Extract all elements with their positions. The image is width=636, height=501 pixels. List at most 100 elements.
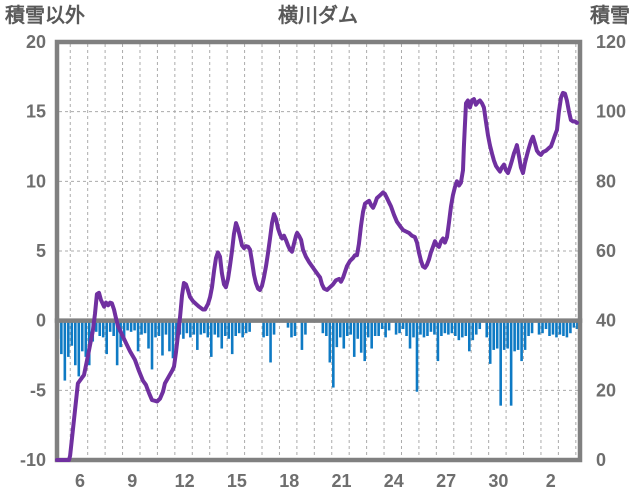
- non-snow-bar: [454, 320, 457, 336]
- non-snow-bar: [422, 320, 426, 338]
- non-snow-bar: [502, 320, 506, 350]
- non-snow-bar: [352, 320, 356, 357]
- x-tick-label: 6: [75, 471, 85, 491]
- y-right-tick-label: 60: [596, 241, 616, 261]
- plot-border: [54, 39, 583, 463]
- non-snow-bar: [565, 320, 569, 338]
- non-snow-bar: [189, 320, 192, 338]
- non-snow-bar: [126, 320, 129, 331]
- non-snow-bar: [415, 320, 419, 392]
- non-snow-bar: [272, 320, 276, 335]
- non-snow-bar: [185, 320, 189, 334]
- non-snow-bar: [394, 320, 398, 335]
- non-snow-bar: [262, 320, 265, 338]
- non-snow-bar: [196, 320, 199, 350]
- non-snow-bar: [478, 320, 482, 330]
- non-snow-bar: [572, 320, 576, 328]
- non-snow-bar: [290, 320, 293, 338]
- non-snow-bar: [70, 320, 74, 346]
- non-snow-bar: [408, 320, 412, 349]
- non-snow-bar: [419, 320, 422, 335]
- non-snow-bar: [105, 320, 108, 355]
- non-snow-bar: [209, 320, 213, 357]
- non-snow-bar: [387, 320, 391, 331]
- non-snow-bar: [140, 320, 143, 335]
- non-snow-bar: [447, 320, 450, 335]
- non-snow-bar: [342, 320, 346, 349]
- y-left-tick-label: 0: [36, 311, 46, 331]
- non-snow-bar: [112, 320, 115, 336]
- non-snow-bar: [300, 320, 304, 350]
- non-snow-bar: [516, 320, 520, 350]
- non-snow-bar: [67, 320, 70, 357]
- non-snow-bar: [150, 320, 154, 370]
- non-snow-bar: [436, 320, 440, 362]
- x-tick-label: 2: [546, 471, 556, 491]
- non-snow-bar: [537, 320, 541, 335]
- non-snow-bar: [241, 320, 244, 338]
- non-snow-bar: [440, 320, 443, 336]
- non-snow-bar: [377, 320, 380, 336]
- y-right-tick-label: 40: [596, 311, 616, 331]
- non-snow-bar: [335, 320, 339, 348]
- non-snow-bar: [366, 320, 370, 338]
- x-tick-label: 12: [175, 471, 195, 491]
- non-snow-bar: [74, 320, 77, 366]
- x-tick-label: 9: [127, 471, 137, 491]
- non-snow-bar: [506, 320, 509, 349]
- non-snow-bar: [412, 320, 415, 338]
- non-snow-bar: [304, 320, 307, 335]
- non-snow-bar: [461, 320, 464, 338]
- non-snow-bar: [265, 320, 269, 336]
- non-snow-bar: [206, 320, 210, 338]
- non-snow-bar: [492, 320, 496, 350]
- x-tick-label: 21: [331, 471, 351, 491]
- non-snow-bar: [147, 320, 150, 349]
- non-snow-bar: [108, 320, 112, 332]
- x-tick-label: 24: [384, 471, 404, 491]
- non-snow-bar: [450, 320, 454, 334]
- non-snow-bar: [485, 320, 489, 338]
- non-snow-bar: [203, 320, 206, 334]
- non-snow-bar: [523, 320, 527, 350]
- non-snow-bar: [227, 320, 231, 339]
- non-snow-bar: [551, 320, 555, 335]
- non-snow-bar: [244, 320, 248, 334]
- y-right-tick-label: 20: [596, 380, 616, 400]
- non-snow-bar: [175, 320, 178, 341]
- x-tick-label: 27: [436, 471, 456, 491]
- x-tick-label: 30: [488, 471, 508, 491]
- non-snow-bar: [129, 320, 133, 332]
- non-snow-bar: [530, 320, 534, 334]
- non-snow-bar: [555, 320, 558, 338]
- left-axis-title: 積雪以外: [5, 5, 85, 27]
- non-snow-bar: [94, 320, 98, 332]
- non-snow-bar: [192, 320, 196, 335]
- non-snow-bar: [325, 320, 328, 336]
- non-snow-bar: [398, 320, 401, 334]
- non-snow-bar: [471, 320, 475, 341]
- y-left-tick-label: 20: [26, 32, 46, 52]
- non-snow-bar: [443, 320, 447, 334]
- non-snow-bar: [363, 320, 366, 362]
- y-right-tick-label: 80: [596, 171, 616, 191]
- non-snow-bar: [569, 320, 572, 334]
- y-right-tick-label: 0: [596, 450, 606, 470]
- non-snow-bar: [457, 320, 461, 341]
- non-snow-bar: [380, 320, 384, 330]
- non-snow-bar: [520, 320, 523, 362]
- non-snow-bar: [168, 320, 171, 352]
- non-snow-bar: [77, 320, 81, 377]
- chart-title: 横川ダム: [278, 5, 358, 27]
- non-snow-bar: [216, 320, 220, 338]
- non-snow-bar: [558, 320, 562, 335]
- non-snow-bar: [154, 320, 157, 338]
- non-snow-bar: [115, 320, 119, 366]
- non-snow-bar: [122, 320, 126, 338]
- y-left-tick-label: 10: [26, 171, 46, 191]
- non-snow-bar: [356, 320, 360, 339]
- non-snow-bar: [157, 320, 161, 336]
- y-left-tick-label: -5: [30, 380, 46, 400]
